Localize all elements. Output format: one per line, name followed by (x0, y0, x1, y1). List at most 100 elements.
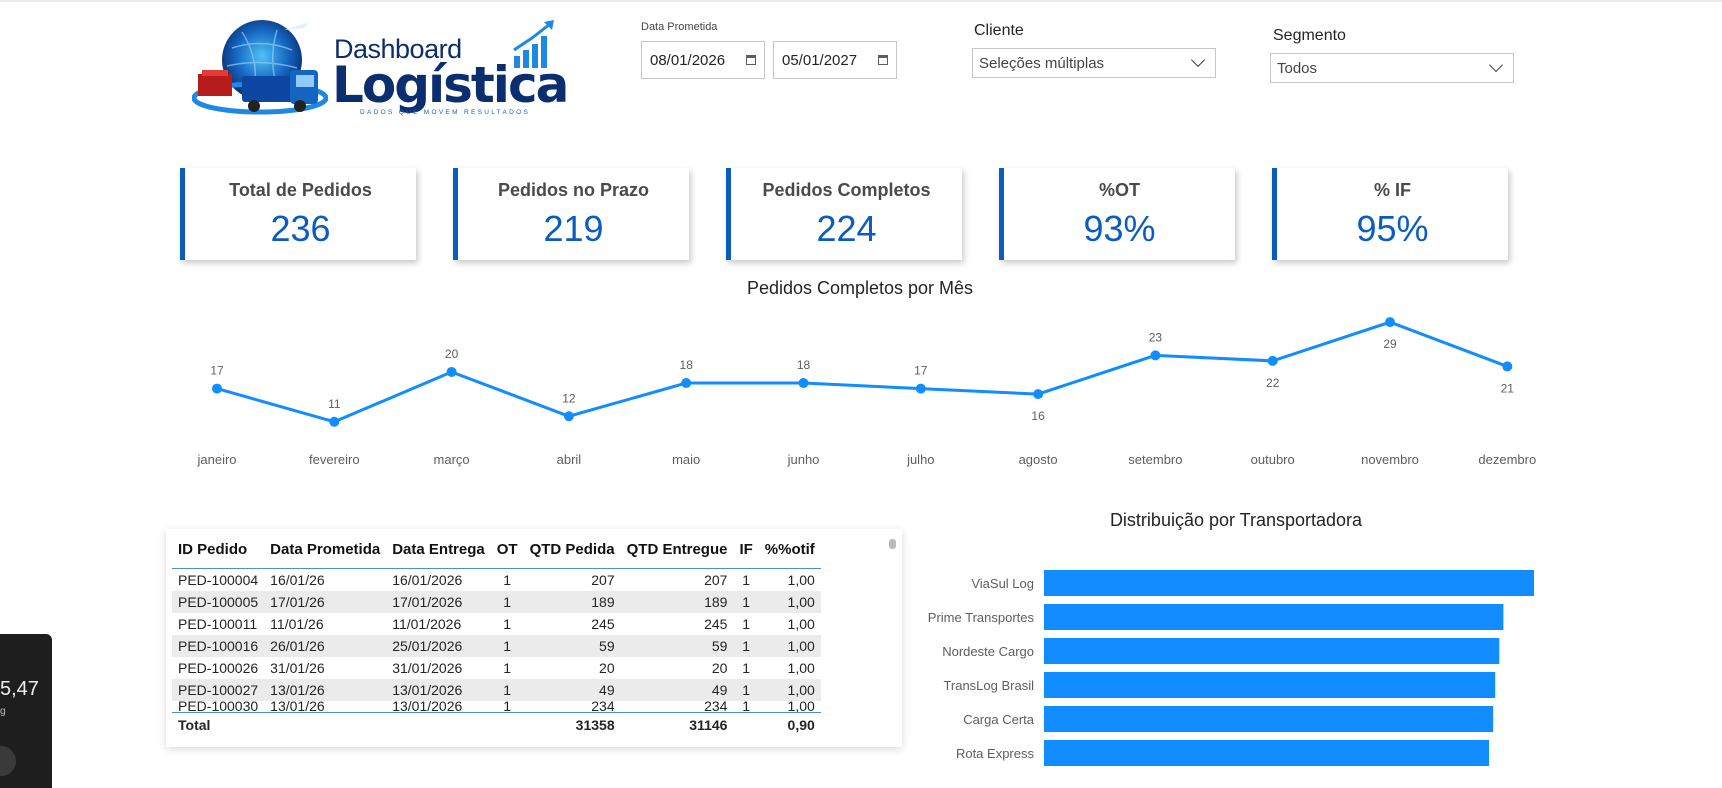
table-cell: 1,00 (787, 681, 815, 698)
floating-widget-value: 5,47 (0, 678, 39, 700)
table-cell: 207 (591, 571, 615, 588)
kpi-card-pedidos-no-prazo: Pedidos no Prazo 219 (453, 168, 689, 260)
data-point[interactable] (329, 416, 340, 427)
start-date-input[interactable]: 08/01/2026 (641, 41, 765, 79)
data-label: 18 (680, 358, 694, 372)
table-row[interactable]: PED-100030 13/01/26 13/01/2026 1 234 234 1 1,00 (172, 701, 821, 713)
floating-widget-button[interactable] (0, 746, 16, 776)
table-cell: 16/01/2026 (392, 571, 463, 588)
total-cell: 31146 (620, 712, 734, 733)
table-cell: 1 (742, 700, 751, 713)
table-cell: 1 (503, 593, 512, 610)
data-point[interactable] (1385, 317, 1395, 328)
table-cell: 207 (704, 571, 728, 588)
table-row[interactable]: PED-100005 17/01/26 17/01/2026 1 189 189 1 1,00 (172, 590, 821, 613)
data-point[interactable] (563, 411, 574, 422)
end-date-value: 05/01/2027 (782, 51, 858, 69)
data-point[interactable] (1150, 350, 1161, 361)
column-header[interactable]: IF (739, 541, 753, 558)
data-point[interactable] (1502, 361, 1513, 372)
data-point[interactable] (681, 378, 692, 389)
table-cell: 1 (503, 571, 512, 588)
chevron-down-icon (1488, 57, 1504, 73)
data-point[interactable] (1267, 355, 1278, 366)
data-point[interactable] (915, 383, 926, 394)
table-cell: 1 (742, 571, 751, 588)
bar[interactable] (1044, 706, 1494, 732)
floating-widget[interactable]: 5,47 g (0, 634, 52, 788)
x-tick-label: novembro (1361, 452, 1419, 467)
kpi-value: 95% (1356, 208, 1429, 249)
bar[interactable] (1044, 638, 1500, 664)
cliente-filter-label: Cliente (974, 22, 1024, 39)
x-tick-label: janeiro (196, 452, 236, 467)
y-tick-label: Nordeste Cargo (942, 644, 1034, 659)
bar[interactable] (1044, 672, 1496, 698)
y-tick-label: Rota Express (956, 746, 1035, 761)
calendar-icon[interactable] (878, 55, 888, 65)
logo-title-line1: Dashboard (334, 34, 462, 64)
data-label: 18 (797, 358, 811, 372)
date-filter-label: Data Prometida (641, 21, 718, 33)
kpi-value: 236 (270, 208, 331, 249)
kpi-card-ot: %OT 93% (999, 168, 1235, 260)
table-cell: 11/01/26 (270, 615, 324, 632)
table-row[interactable]: PED-100026 31/01/26 31/01/2026 1 20 20 1 1,00 (172, 657, 821, 679)
data-label: 16 (1031, 409, 1045, 423)
kpi-label: Total de Pedidos (229, 180, 372, 200)
table-cell: 17/01/2026 (392, 593, 463, 610)
data-point[interactable] (1033, 389, 1044, 400)
table-cell: 234 (704, 700, 728, 713)
table-cell: 1 (742, 681, 751, 698)
data-point[interactable] (212, 383, 222, 394)
column-header[interactable]: Data Entrega (392, 541, 485, 558)
column-header[interactable]: QTD Entregue (626, 541, 728, 558)
table-cell: 1 (503, 659, 512, 676)
column-header[interactable]: %%otif (764, 541, 815, 558)
table-cell: 1,00 (787, 659, 815, 676)
table-cell: 1,00 (787, 700, 815, 713)
table-cell: 49 (599, 681, 615, 698)
x-tick-label: outubro (1251, 452, 1295, 467)
bar-chart: ViaSul Log Prime Transportes Nordeste Carg… (928, 570, 1534, 766)
data-label: 21 (1501, 381, 1515, 395)
bar[interactable] (1044, 570, 1534, 596)
table-cell: 31/01/2026 (392, 659, 463, 676)
column-header[interactable]: OT (496, 541, 518, 558)
end-date-input[interactable]: 05/01/2027 (773, 41, 897, 79)
data-label: 11 (328, 397, 341, 411)
segmento-dropdown[interactable]: Todos (1270, 53, 1514, 83)
top-divider (0, 0, 1722, 2)
calendar-icon[interactable] (746, 55, 756, 65)
bar[interactable] (1044, 604, 1504, 630)
column-header[interactable]: ID Pedido (178, 541, 248, 558)
table-row[interactable]: PED-100027 13/01/26 13/01/2026 1 49 49 1 1,00 (172, 678, 821, 701)
table-cell: PED-100026 (178, 659, 259, 676)
kpi-value: 219 (543, 208, 604, 249)
x-tick-label: julho (906, 452, 934, 467)
table-scrollbar[interactable] (889, 539, 896, 549)
floating-widget-unit: g (0, 706, 6, 717)
table-row[interactable]: PED-100016 26/01/26 25/01/2026 1 59 59 1 1,00 (172, 634, 821, 657)
kpi-value: 93% (1083, 208, 1156, 249)
y-tick-label: Carga Certa (963, 712, 1035, 727)
table-cell: 234 (591, 700, 615, 713)
table-cell: 59 (711, 637, 728, 654)
total-cell: 31358 (523, 712, 621, 733)
kpi-card-pedidos-completos: Pedidos Completos 224 (726, 168, 962, 260)
data-label: 22 (1266, 376, 1280, 390)
cliente-dropdown[interactable]: Seleções múltiplas (972, 48, 1216, 78)
start-date-value: 08/01/2026 (650, 51, 726, 69)
table-row[interactable]: PED-100004 16/01/26 16/01/2026 1 207 207 1 1,00 (172, 569, 821, 591)
kpi-card-total-pedidos: Total de Pedidos 236 (180, 168, 416, 260)
bar[interactable] (1044, 740, 1490, 766)
column-header[interactable]: Data Prometida (270, 541, 381, 558)
column-header[interactable]: QTD Pedida (529, 541, 615, 558)
table-row[interactable]: PED-100011 11/01/26 11/01/2026 1 245 245 1 1,00 (172, 613, 821, 635)
line-chart-title: Pedidos Completos por Mês (746, 278, 974, 298)
table-cell: PED-100005 (178, 593, 259, 610)
data-point[interactable] (798, 378, 809, 389)
data-point[interactable] (446, 366, 457, 377)
y-tick-label: TransLog Brasil (943, 678, 1034, 693)
table-cell: 1 (503, 700, 512, 713)
